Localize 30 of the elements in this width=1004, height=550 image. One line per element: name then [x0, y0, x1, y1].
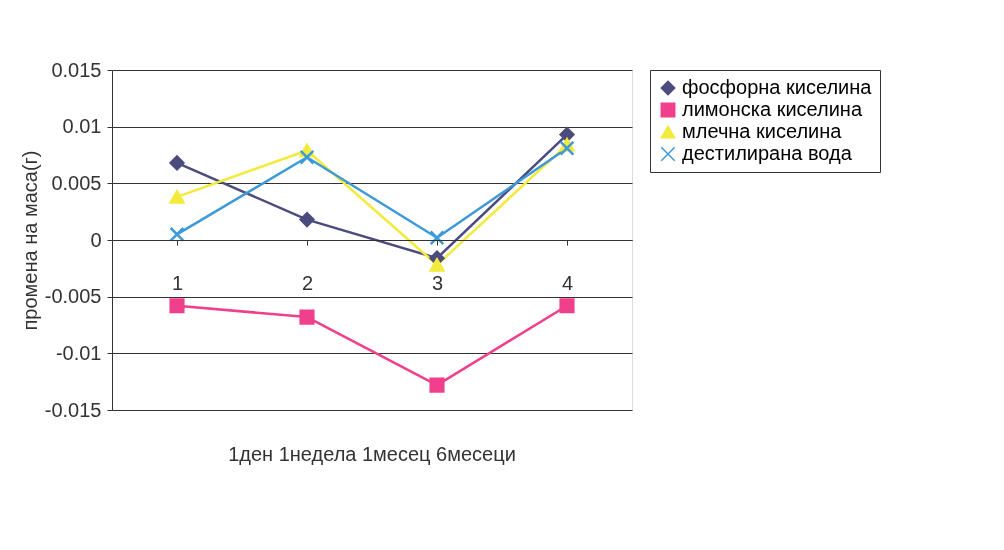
point — [559, 140, 575, 156]
x-tick-label: 2 — [301, 271, 314, 294]
point — [429, 377, 445, 393]
legend-label: дестилирана вода — [682, 142, 853, 164]
point — [299, 149, 315, 165]
point — [169, 190, 185, 204]
y-tick-label: -0.01 — [55, 341, 102, 364]
y-axis-title: промена на маса(г) — [18, 150, 41, 331]
legend-label: лимонска киселина — [682, 98, 863, 120]
point — [169, 226, 185, 242]
legend-label: фосфорна киселина — [682, 76, 873, 98]
y-tick-label: -0.015 — [44, 398, 102, 421]
point — [559, 127, 575, 143]
y-tick-label: 0.005 — [51, 171, 102, 194]
y-tick-label: -0.005 — [44, 285, 102, 308]
point — [299, 212, 315, 228]
point — [169, 298, 185, 314]
point — [429, 258, 445, 272]
x-tick-label: 4 — [561, 271, 574, 294]
x-axis-title: 1ден 1недела 1месец 6месеци — [228, 443, 516, 465]
point — [429, 230, 445, 246]
point — [169, 155, 185, 171]
x-tick-label: 1 — [171, 271, 184, 294]
y-tick-label: 0.015 — [51, 58, 102, 81]
y-tick-label: 0 — [90, 228, 102, 251]
legend-label: млечна киселина — [682, 120, 843, 142]
x-tick-label: 3 — [431, 271, 444, 294]
point — [299, 309, 315, 325]
y-tick-label: 0.01 — [62, 115, 102, 138]
point — [559, 298, 575, 314]
